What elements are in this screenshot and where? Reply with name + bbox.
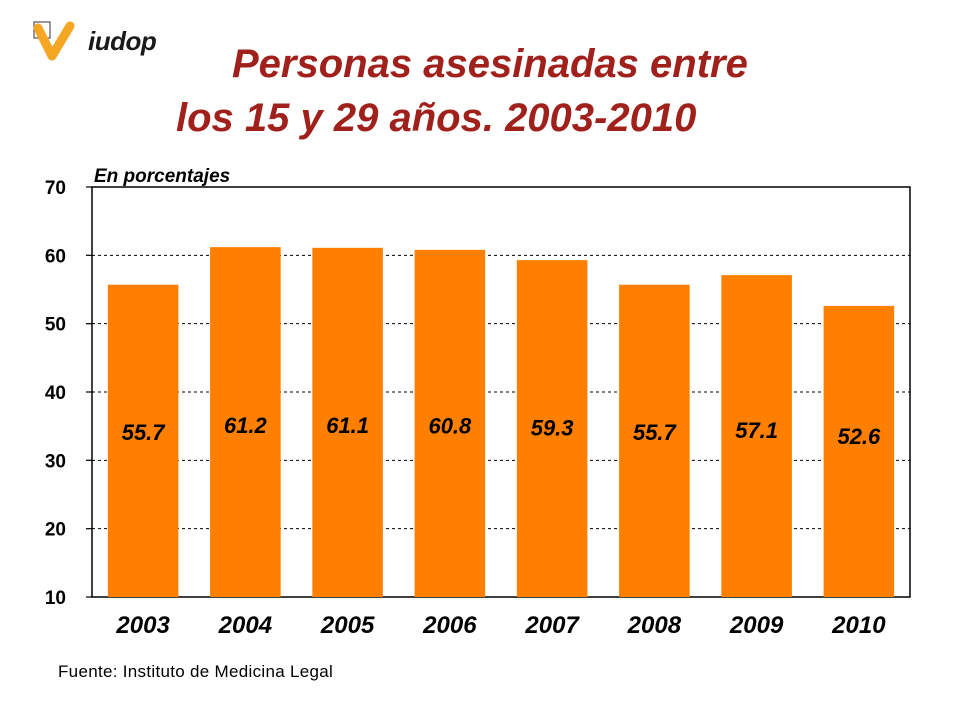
x-tick-label: 2003 bbox=[115, 612, 170, 639]
data-label: 60.8 bbox=[428, 413, 472, 438]
checkmark-v-icon bbox=[33, 21, 75, 61]
x-tick-label: 2005 bbox=[320, 612, 375, 639]
bar-2010 bbox=[823, 305, 895, 597]
bar-2009 bbox=[721, 275, 792, 597]
bar-2006 bbox=[414, 249, 486, 597]
x-tick-label: 2004 bbox=[218, 612, 272, 639]
data-label: 55.7 bbox=[122, 420, 167, 445]
y-tick-label: 60 bbox=[45, 246, 66, 267]
y-tick-label: 50 bbox=[45, 315, 66, 336]
y-tick-label: 70 bbox=[45, 178, 66, 199]
y-axis-label: En porcentajes bbox=[94, 166, 231, 187]
bar-2007 bbox=[516, 260, 588, 597]
y-tick-label: 10 bbox=[45, 588, 66, 609]
logo-text: iudop bbox=[88, 26, 157, 56]
iudop-logo: iudop bbox=[30, 18, 180, 78]
data-label: 55.7 bbox=[633, 420, 678, 445]
source-note: Fuente: Instituto de Medicina Legal bbox=[58, 662, 334, 681]
y-tick-label: 40 bbox=[45, 383, 66, 404]
x-tick-label: 2010 bbox=[831, 612, 886, 639]
data-label: 61.2 bbox=[224, 413, 268, 438]
bar-2008 bbox=[619, 284, 690, 597]
x-tick-label: 2006 bbox=[422, 612, 477, 639]
y-tick-label: 20 bbox=[45, 520, 66, 541]
x-tick-label: 2007 bbox=[524, 612, 580, 639]
x-tick-label: 2008 bbox=[627, 612, 682, 639]
x-tick-label: 2009 bbox=[729, 612, 784, 639]
y-tick-label: 30 bbox=[45, 451, 66, 472]
data-label: 61.1 bbox=[326, 413, 369, 438]
bar-2005 bbox=[312, 247, 383, 598]
bar-2004 bbox=[210, 247, 281, 597]
data-label: 52.6 bbox=[837, 424, 881, 449]
bar-chart: 10 20 30 40 50 60 70 55.7 2003 61.2 2004 61.1 2005 60… bbox=[45, 178, 911, 639]
data-label: 59.3 bbox=[531, 415, 574, 440]
data-label: 57.1 bbox=[735, 418, 778, 443]
title-line-1: Personas asesinadas entre bbox=[232, 42, 748, 86]
bar-2003 bbox=[107, 284, 179, 597]
title-line-2: los 15 y 29 años. 2003-2010 bbox=[176, 96, 697, 140]
